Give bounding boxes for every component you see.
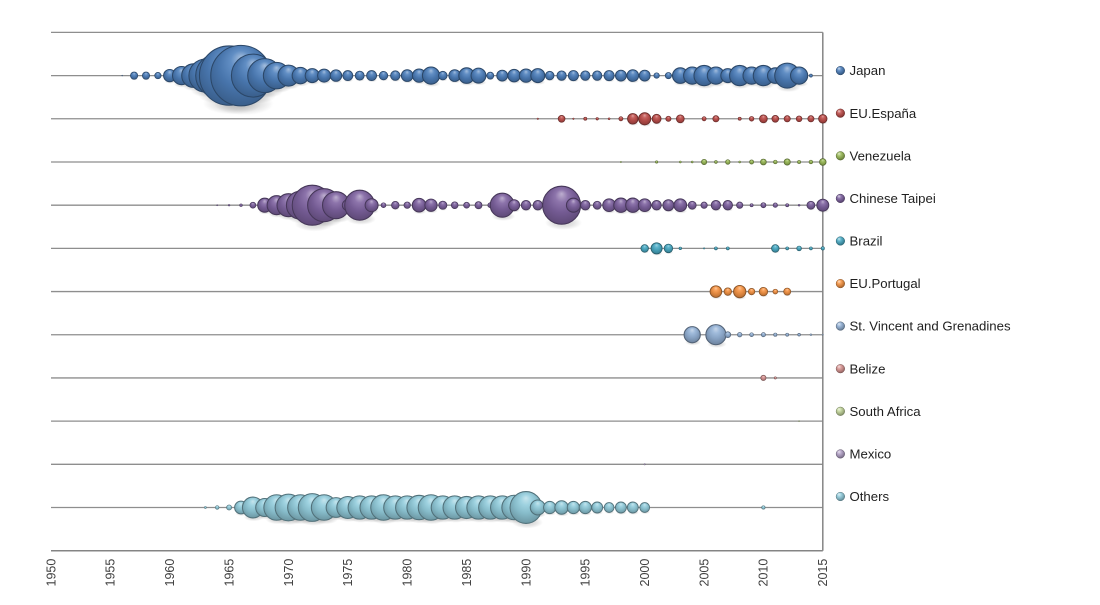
svg-text:Venezuela: Venezuela [850,148,912,163]
svg-text:1960: 1960 [163,559,177,587]
svg-text:EU.Portugal: EU.Portugal [850,276,921,291]
svg-text:2015: 2015 [816,559,830,587]
svg-text:1975: 1975 [341,559,355,587]
svg-text:1980: 1980 [401,559,415,587]
svg-text:2000: 2000 [638,559,652,587]
svg-text:Mexico: Mexico [850,447,892,462]
svg-text:1955: 1955 [104,559,118,587]
svg-text:South Africa: South Africa [850,404,922,419]
svg-text:Chinese Taipei: Chinese Taipei [850,191,936,206]
svg-text:1950: 1950 [44,559,58,587]
svg-text:EU.España: EU.España [850,106,917,121]
svg-text:1985: 1985 [460,559,474,587]
svg-text:Japan: Japan [850,63,886,78]
svg-text:1995: 1995 [579,559,593,587]
svg-text:1990: 1990 [519,559,533,587]
svg-text:2010: 2010 [757,559,771,587]
svg-text:Others: Others [850,489,890,504]
svg-text:1970: 1970 [282,559,296,587]
svg-text:1965: 1965 [222,559,236,587]
svg-text:Belize: Belize [850,361,886,376]
svg-text:2005: 2005 [697,559,711,587]
svg-text:Brazil: Brazil [850,234,883,249]
svg-text:St. Vincent and Grenadines: St. Vincent and Grenadines [850,319,1011,334]
